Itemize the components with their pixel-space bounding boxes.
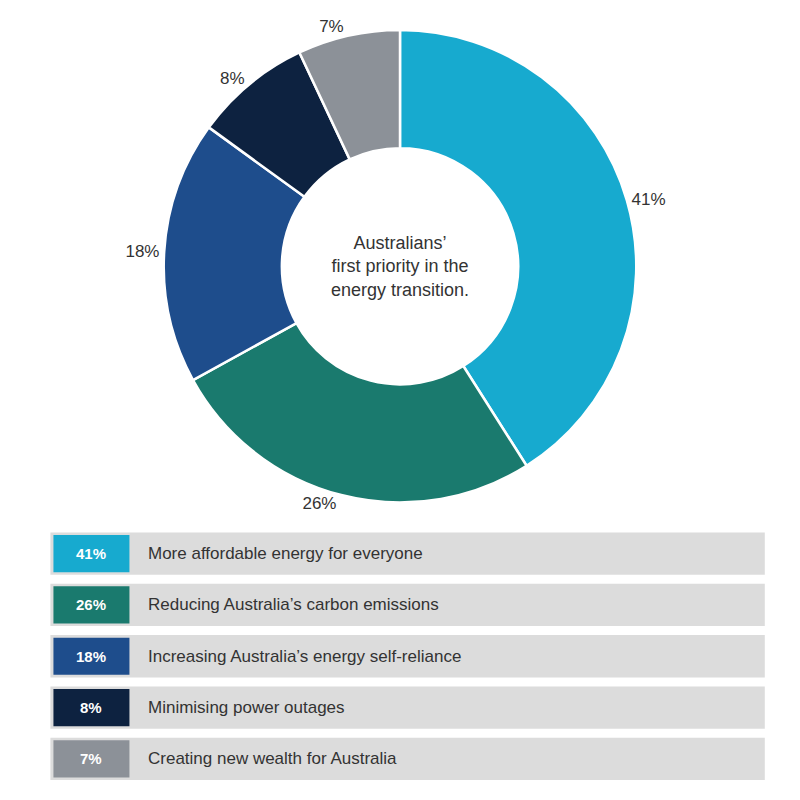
svg-text:7%: 7% <box>319 17 344 36</box>
svg-text:18%: 18% <box>125 242 159 261</box>
svg-text:7%: 7% <box>80 750 102 767</box>
svg-text:8%: 8% <box>80 699 102 716</box>
svg-text:Increasing Australia’s energy: Increasing Australia’s energy self-relia… <box>148 647 461 666</box>
svg-text:Minimising power outages: Minimising power outages <box>148 698 345 717</box>
svg-text:41%: 41% <box>76 545 106 562</box>
svg-text:8%: 8% <box>220 69 245 88</box>
svg-text:26%: 26% <box>302 494 336 513</box>
svg-text:41%: 41% <box>632 190 666 209</box>
svg-text:Creating new wealth for Austra: Creating new wealth for Australia <box>148 749 397 768</box>
svg-text:Reducing Australia’s carbon em: Reducing Australia’s carbon emissions <box>148 595 439 614</box>
svg-text:More affordable energy for eve: More affordable energy for everyone <box>148 544 423 563</box>
svg-text:18%: 18% <box>76 648 106 665</box>
svg-text:26%: 26% <box>76 596 106 613</box>
svg-text:Australians’first priority in: Australians’first priority in theenergy … <box>331 233 469 300</box>
